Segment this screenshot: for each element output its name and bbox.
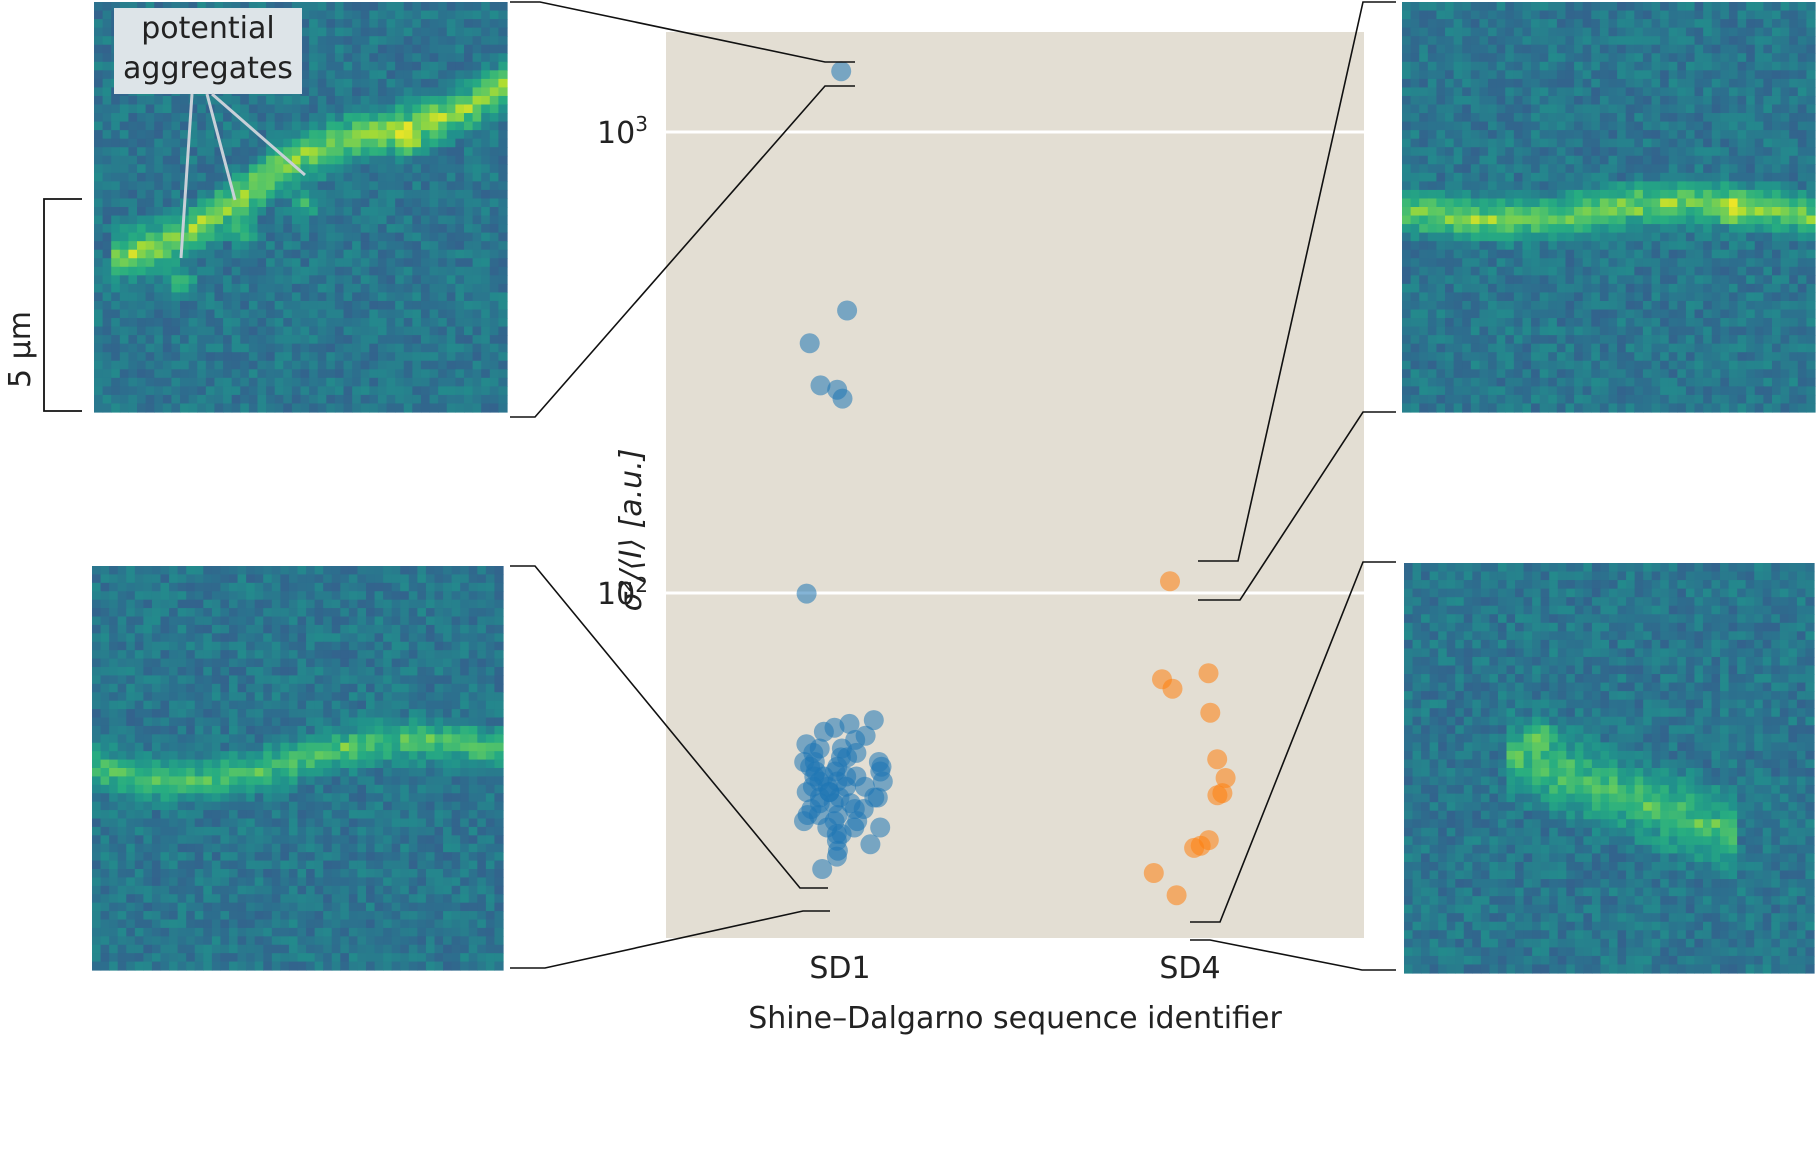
annotation-text-line2: aggregates [123, 51, 293, 86]
x-tick-label-sd1: SD1 [809, 951, 870, 986]
data-point-sd1 [794, 811, 814, 832]
y-tick-label: 102 [597, 573, 648, 612]
data-point-sd4 [1166, 885, 1187, 906]
data-point-sd4 [1200, 702, 1221, 723]
data-point-sd4 [1215, 768, 1236, 788]
data-point-sd1 [863, 710, 884, 731]
data-point-sd4 [1198, 663, 1219, 684]
data-point-sd4 [1160, 571, 1180, 592]
pointer-line [179, 93, 194, 259]
y-axis-label: σ²/⟨I⟩ [a.u.] [614, 449, 649, 612]
y-tick-label: 103 [597, 112, 648, 151]
data-point-sd1 [839, 713, 860, 734]
data-point-sd1 [860, 834, 881, 855]
data-point-sd4 [1207, 749, 1228, 770]
potential-aggregates-callout: potential aggregates [114, 8, 306, 259]
data-point-sd1 [812, 859, 833, 879]
data-point-sd1 [832, 388, 853, 409]
scale-bar-label: 5 µm [3, 311, 38, 388]
data-point-sd4 [1184, 837, 1205, 858]
axis-ticks: 102 103 [597, 112, 648, 612]
pointer-line [211, 92, 306, 177]
data-point-sd1 [799, 333, 820, 354]
data-point-sd4 [1162, 678, 1183, 699]
data-point-sd1 [826, 846, 847, 867]
data-point-sd1 [796, 583, 817, 604]
data-point-sd1 [831, 61, 852, 82]
pointer-line [205, 93, 237, 201]
annotation-text-line1: potential [141, 11, 274, 46]
data-point-sd1 [813, 721, 834, 742]
scale-bar [43, 198, 82, 412]
annotation-box [114, 8, 302, 94]
data-point-sd1 [810, 375, 831, 396]
connector-lines [510, 1, 1396, 971]
plot-area [666, 32, 1364, 938]
x-tick-label-sd4: SD4 [1159, 951, 1220, 986]
data-point-sd1 [872, 771, 893, 792]
data-point-sd4 [1207, 785, 1228, 806]
data-point-sd1 [870, 817, 891, 838]
data-points [794, 61, 1236, 906]
bottom-left-cell-image [92, 566, 504, 971]
data-point-sd4 [1143, 863, 1164, 883]
top-right-cell-image [1402, 2, 1816, 413]
bottom-right-cell-image [1404, 563, 1815, 974]
data-point-sd1 [837, 300, 858, 321]
gridlines [666, 130, 1364, 595]
x-axis-label: Shine–Dalgarno sequence identifier [748, 1001, 1282, 1036]
